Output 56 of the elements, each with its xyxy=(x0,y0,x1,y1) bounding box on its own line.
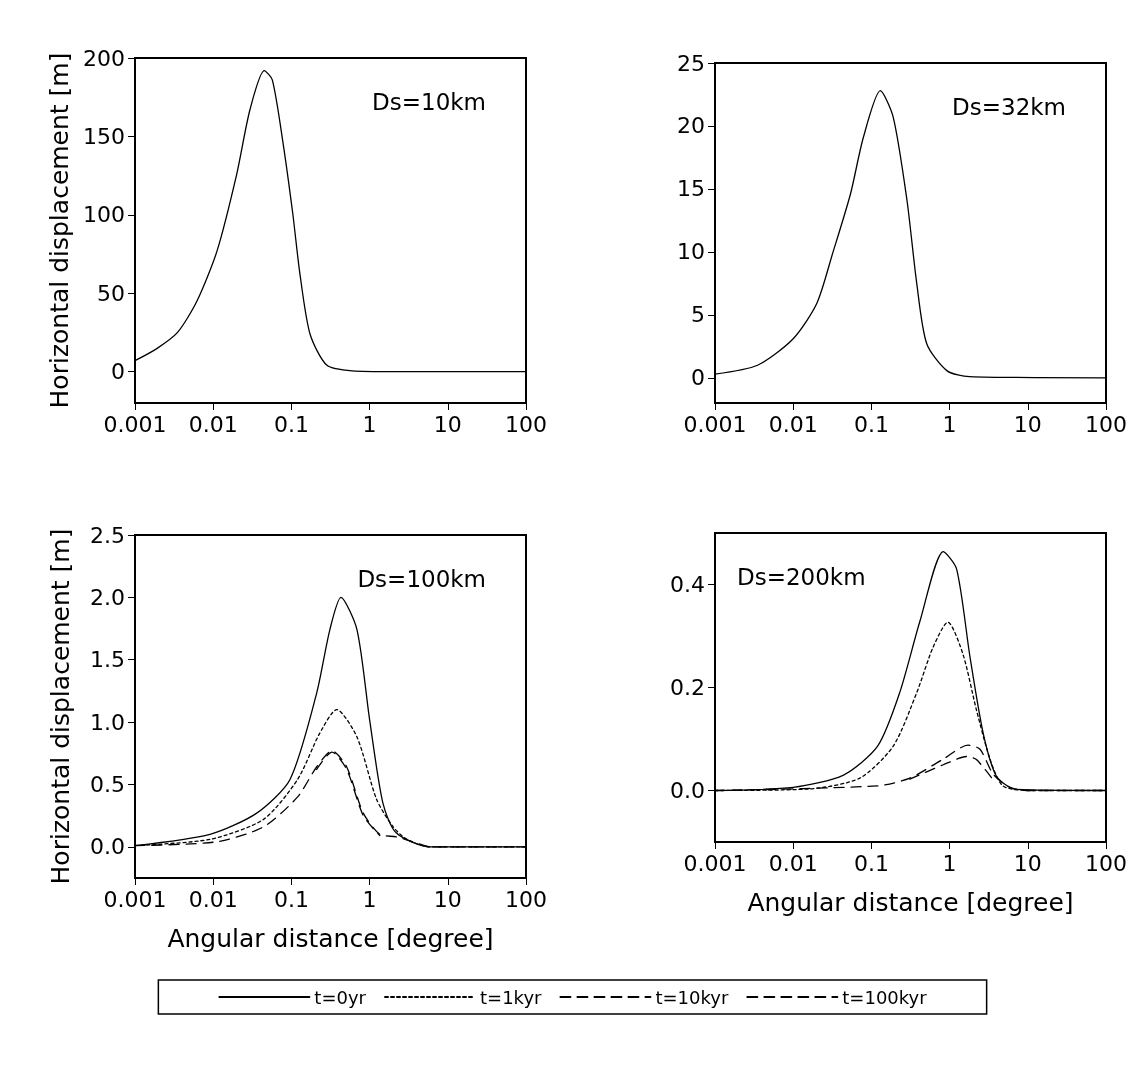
y-tick-label: 1.5 xyxy=(90,647,125,673)
x-tick-label: 1 xyxy=(942,850,957,876)
x-tick-label: 0.01 xyxy=(768,850,818,876)
x-tick-label: 1 xyxy=(942,411,957,437)
x-tick-label: 100 xyxy=(505,886,547,912)
x-tick-label: 0.001 xyxy=(103,411,167,437)
y-axis-title: Horizontal displacement [m] xyxy=(45,52,75,409)
annotation: Ds=10km xyxy=(372,88,487,115)
y-tick-label: 15 xyxy=(677,176,705,202)
annotation: Ds=32km xyxy=(952,93,1067,120)
y-tick-label: 150 xyxy=(83,123,125,149)
x-tick-label: 0.001 xyxy=(683,850,747,876)
y-tick-label: 5 xyxy=(691,302,705,328)
y-tick-label: 0.2 xyxy=(670,675,705,700)
y-tick-label: 25 xyxy=(677,50,705,76)
y-tick-label: 0.0 xyxy=(90,834,125,860)
x-tick-label: 0.1 xyxy=(853,850,889,876)
x-tick-label: 0.01 xyxy=(188,411,238,437)
x-tick-label: 0.1 xyxy=(853,411,889,437)
x-tick-label: 1 xyxy=(362,886,377,912)
y-tick-label: 0.0 xyxy=(670,778,705,803)
y-tick-label: 0 xyxy=(691,365,705,391)
x-tick-label: 1 xyxy=(362,411,377,437)
y-tick-label: 1.0 xyxy=(90,709,125,735)
y-tick-label: 2.5 xyxy=(90,522,125,548)
x-axis-title: Angular distance [degree] xyxy=(167,924,494,953)
legend-label: t=10kyr xyxy=(655,986,729,1008)
x-tick-label: 10 xyxy=(433,411,462,437)
x-tick-label: 0.001 xyxy=(103,886,167,912)
x-tick-label: 100 xyxy=(1085,850,1127,876)
legend-label: t=100kyr xyxy=(842,986,928,1008)
x-tick-label: 100 xyxy=(505,411,547,437)
x-tick-label: 10 xyxy=(1013,850,1042,876)
legend-label: t=1kyr xyxy=(480,986,543,1008)
y-tick-label: 0.5 xyxy=(90,771,125,797)
y-tick-label: 0.4 xyxy=(670,572,705,597)
annotation: Ds=200km xyxy=(737,563,866,590)
y-tick-label: 20 xyxy=(677,113,705,139)
y-tick-label: 200 xyxy=(83,45,125,71)
annotation: Ds=100km xyxy=(357,565,486,592)
y-tick-label: 10 xyxy=(677,239,705,265)
x-tick-label: 0.001 xyxy=(683,411,747,437)
y-tick-label: 100 xyxy=(83,202,125,228)
legend-label: t=0yr xyxy=(314,986,367,1008)
x-tick-label: 0.1 xyxy=(273,886,309,912)
x-axis-title: Angular distance [degree] xyxy=(747,888,1074,917)
x-tick-label: 100 xyxy=(1085,411,1127,437)
x-tick-label: 0.1 xyxy=(273,411,309,437)
x-tick-label: 10 xyxy=(1013,411,1042,437)
x-tick-label: 0.01 xyxy=(188,886,238,912)
y-axis-title: Horizontal displacement [m] xyxy=(46,528,75,885)
y-tick-label: 50 xyxy=(97,280,125,306)
y-tick-label: 0 xyxy=(111,359,125,385)
x-tick-label: 10 xyxy=(433,886,462,912)
x-tick-label: 0.01 xyxy=(768,411,818,437)
y-tick-label: 2.0 xyxy=(90,584,125,610)
